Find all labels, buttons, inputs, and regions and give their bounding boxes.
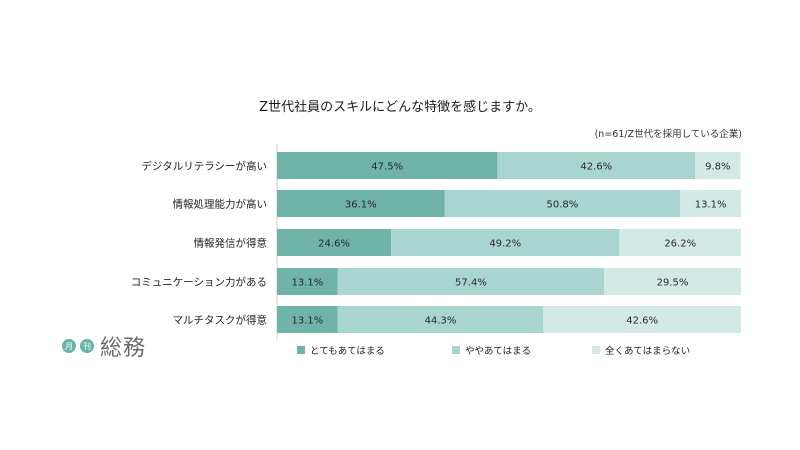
data-label: 57.4% [455, 278, 487, 289]
bar-segment [497, 152, 696, 179]
legend-swatch [297, 346, 305, 354]
bar-segment [277, 268, 338, 295]
data-label: 24.6% [318, 239, 350, 250]
bar-segment [277, 152, 498, 179]
legend-label: ややあてはまる [465, 346, 531, 357]
category-label: デジタルリテラシーが高い [141, 160, 267, 173]
bar-segment [604, 268, 741, 295]
data-label: 13.1% [292, 278, 324, 289]
logo-mark-2: 刊 [80, 339, 94, 353]
category-label: マルチタスクが得意 [173, 314, 268, 327]
bar-segment [391, 229, 620, 256]
legend-swatch [452, 346, 460, 354]
data-label: 44.3% [425, 316, 457, 327]
bar-segment [444, 190, 681, 217]
data-label: 42.6% [580, 162, 612, 173]
data-label: 47.5% [371, 162, 403, 173]
data-label: 13.1% [292, 316, 324, 327]
bar-segment [543, 306, 741, 333]
category-label: 情報発信が得意 [194, 237, 268, 250]
bar-segment [337, 306, 544, 333]
category-label: コミュニケーション力がある [131, 276, 267, 289]
logo-word: 総務 [100, 336, 147, 361]
bar-segment [695, 152, 741, 179]
bar-segment [277, 306, 338, 333]
data-label: 36.1% [345, 200, 377, 211]
sample-note: (n=61/Z世代を採用している企業) [594, 129, 742, 140]
data-label: 26.2% [664, 239, 696, 250]
category-label: 情報処理能力が高い [173, 198, 268, 211]
logo: 月 刊 総務 [62, 330, 146, 362]
legend-label: とてもあてはまる [310, 346, 385, 357]
chart-title: Z世代社員のスキルにどんな特徴を感じますか。 [259, 100, 541, 115]
legend-label: 全くあてはまらない [605, 345, 690, 357]
data-label: 49.2% [489, 239, 521, 250]
data-label: 13.1% [695, 200, 727, 211]
bar-segment [277, 190, 445, 217]
logo-mark-1: 月 [62, 339, 76, 353]
data-label: 42.6% [626, 316, 658, 327]
bar-segment [277, 229, 392, 256]
legend-swatch [592, 346, 600, 354]
bar-segment [619, 229, 741, 256]
bar-segment [337, 268, 605, 295]
bar-segment [680, 190, 741, 217]
data-label: 50.8% [546, 200, 578, 211]
data-label: 9.8% [705, 162, 730, 173]
data-label: 29.5% [657, 278, 689, 289]
